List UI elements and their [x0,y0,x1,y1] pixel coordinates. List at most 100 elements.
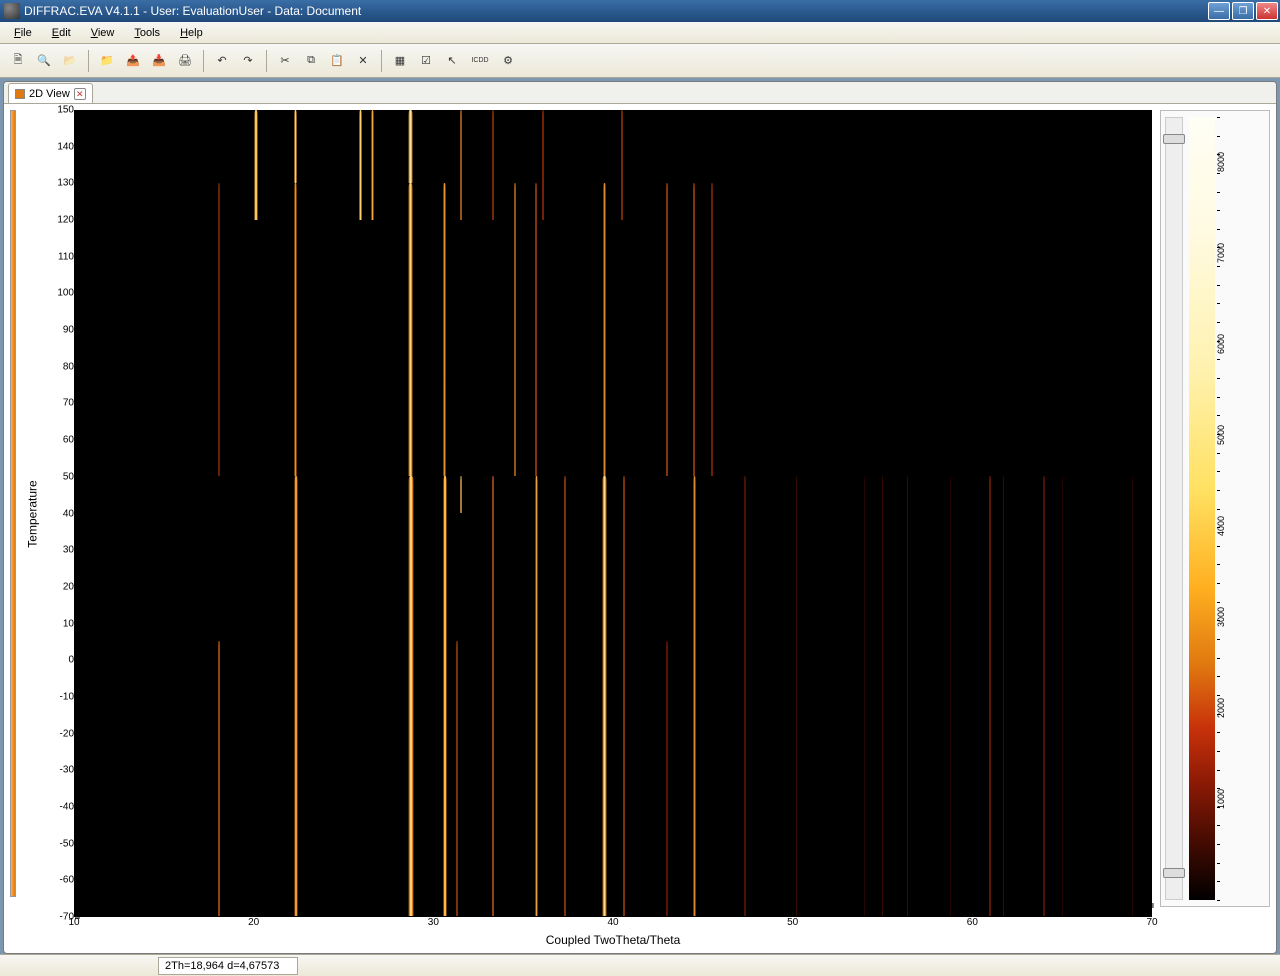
window-title: DIFFRAC.EVA V4.1.1 - User: EvaluationUse… [24,4,1208,18]
diffraction-peak [408,476,414,916]
menu-view[interactable]: View [81,25,125,41]
toolbar-separator [88,50,89,72]
app-icon [4,3,20,19]
diffraction-peak [359,110,362,220]
select-pattern-icon[interactable]: ▦ [388,49,412,73]
diffraction-peak [693,183,695,476]
diffraction-peak [443,476,447,916]
y-axis-label: Temperature [24,110,42,917]
diffraction-peak [882,476,883,916]
paste-icon[interactable]: 📋 [325,49,349,73]
diffraction-peak [456,641,458,916]
copy-icon[interactable]: ⧉ [299,49,323,73]
select-check-icon[interactable]: ☑ [414,49,438,73]
open-scan-icon[interactable]: 🔍 [32,49,56,73]
y-tick: 30 [46,545,74,556]
menu-file[interactable]: File [4,25,42,41]
maximize-button[interactable]: ❐ [1232,2,1254,20]
y-tick: -10 [46,691,74,702]
y-tick: 100 [46,288,74,299]
y-tick: 10 [46,618,74,629]
y-tick: 40 [46,508,74,519]
diffraction-peak [623,476,625,916]
x-tick: 40 [607,917,618,928]
status-bar: 2Th=18,964 d=4,67573 [0,954,1280,976]
diffraction-peak [443,183,446,476]
color-scale-panel: 10002000300040005000600070008000 [1160,110,1270,907]
title-bar: DIFFRAC.EVA V4.1.1 - User: EvaluationUse… [0,0,1280,22]
cut-icon[interactable]: ✂ [273,49,297,73]
y-tick: 130 [46,178,74,189]
menu-edit[interactable]: Edit [42,25,81,41]
y-tick: 80 [46,361,74,372]
diffraction-peak [602,476,607,916]
diffraction-peak [1132,476,1133,916]
intensity-slider[interactable] [1165,117,1183,900]
icdd-icon[interactable]: ICDD [466,49,494,73]
diffraction-peak [460,110,462,220]
tab-2d-view[interactable]: 2D View ✕ [8,83,93,103]
diffraction-peak [408,110,413,183]
menu-bar: FileEditViewToolsHelp [0,22,1280,44]
slider-thumb-bottom[interactable] [1163,868,1185,878]
print-icon[interactable]: 🖨 [173,49,197,73]
diffraction-peak [864,476,865,916]
diffraction-peak [950,476,951,916]
diffraction-peak [1043,476,1045,916]
toolbar-separator [266,50,267,72]
export-up-icon[interactable]: 📤 [121,49,145,73]
diffraction-peak [294,110,297,183]
diffraction-peak [603,183,606,476]
status-coordinates: 2Th=18,964 d=4,67573 [158,957,298,975]
cursor-icon[interactable]: ↖ [440,49,464,73]
toolbar: 🗎🔍📂 📁📤📥🖨 ↶↷ ✂⧉📋✕ ▦☑↖ICDD⚙ [0,44,1280,78]
diffraction-peak [1003,476,1004,916]
x-axis-ticks: 10203040506070 [74,917,1152,931]
delete-icon[interactable]: ✕ [351,49,375,73]
undo-icon[interactable]: ↶ [210,49,234,73]
y-axis-ticks: -70-60-50-40-30-20-100102030405060708090… [42,110,74,917]
y-tick: -20 [46,728,74,739]
x-tick: 30 [428,917,439,928]
toolbar-separator [203,50,204,72]
scale-tick: 2000 [1216,698,1226,718]
diffraction-peak [989,476,991,916]
x-tick: 10 [68,917,79,928]
open-icon: 📂 [58,49,82,73]
menu-help[interactable]: Help [170,25,213,41]
import-icon[interactable]: 📁 [95,49,119,73]
diffraction-peak [371,110,374,220]
y-intensity-slider[interactable] [10,110,16,897]
tab-label: 2D View [29,88,70,100]
x-tick: 20 [248,917,259,928]
y-tick: 120 [46,215,74,226]
diffraction-peak [218,183,220,476]
new-doc-icon[interactable]: 🗎 [6,49,30,73]
settings-icon[interactable]: ⚙ [496,49,520,73]
y-tick: -30 [46,765,74,776]
heatmap-canvas[interactable] [74,110,1152,917]
redo-icon[interactable]: ↷ [236,49,260,73]
color-scale-ticks: 10002000300040005000600070008000 [1221,117,1265,900]
diffraction-peak [218,641,220,916]
y-tick: 60 [46,435,74,446]
y-tick: -50 [46,838,74,849]
menu-tools[interactable]: Tools [124,25,170,41]
export-q-icon[interactable]: 📥 [147,49,171,73]
y-tick: 0 [46,655,74,666]
document-frame: 2D View ✕ Temperature -70-60-50-40-30-20… [0,78,1280,954]
diffraction-peak [492,476,494,916]
diffraction-peak [744,476,746,916]
scale-tick: 6000 [1216,334,1226,354]
status-left [4,957,154,975]
diffraction-peak [492,110,494,220]
diffraction-peak [1062,476,1063,916]
window-controls: — ❐ ✕ [1208,2,1278,20]
plot-container: Temperature -70-60-50-40-30-20-100102030… [4,104,1276,953]
document-panel: 2D View ✕ Temperature -70-60-50-40-30-20… [3,81,1277,954]
slider-thumb-top[interactable] [1163,134,1185,144]
tab-close-icon[interactable]: ✕ [74,88,86,100]
close-button[interactable]: ✕ [1256,2,1278,20]
minimize-button[interactable]: — [1208,2,1230,20]
y-tick: 50 [46,471,74,482]
